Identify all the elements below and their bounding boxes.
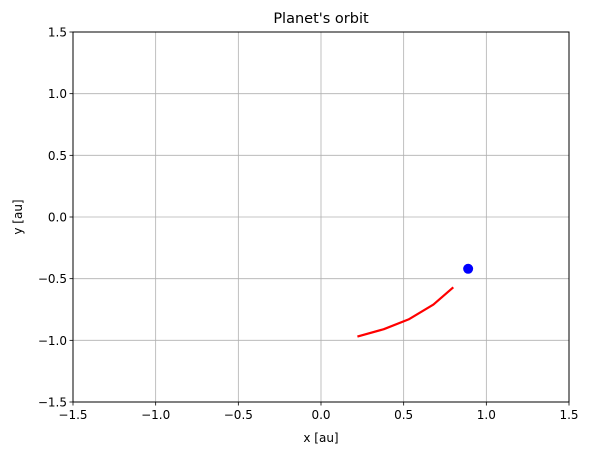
y-tick-label: 1.0 (48, 87, 67, 101)
chart-title: Planet's orbit (273, 11, 369, 27)
x-tick-label: 1.0 (477, 408, 496, 422)
x-tick-label: 0.0 (311, 408, 330, 422)
x-tick-label: 1.5 (559, 408, 578, 422)
x-tick-label: −1.0 (141, 408, 170, 422)
y-tick-label: −1.0 (38, 334, 67, 348)
planet-marker (463, 264, 473, 274)
y-tick-label: −0.5 (38, 272, 67, 286)
y-tick-label: 0.0 (48, 211, 67, 225)
y-tick-label: 1.5 (48, 26, 67, 40)
x-tick-label: −1.5 (58, 408, 87, 422)
x-tick-label: −0.5 (224, 408, 253, 422)
y-tick-label: 0.5 (48, 149, 67, 163)
x-tick-label: 0.5 (394, 408, 413, 422)
y-axis-label: y [au] (11, 199, 25, 234)
y-tick-label: −1.5 (38, 396, 67, 410)
x-axis-label: x [au] (303, 431, 338, 445)
